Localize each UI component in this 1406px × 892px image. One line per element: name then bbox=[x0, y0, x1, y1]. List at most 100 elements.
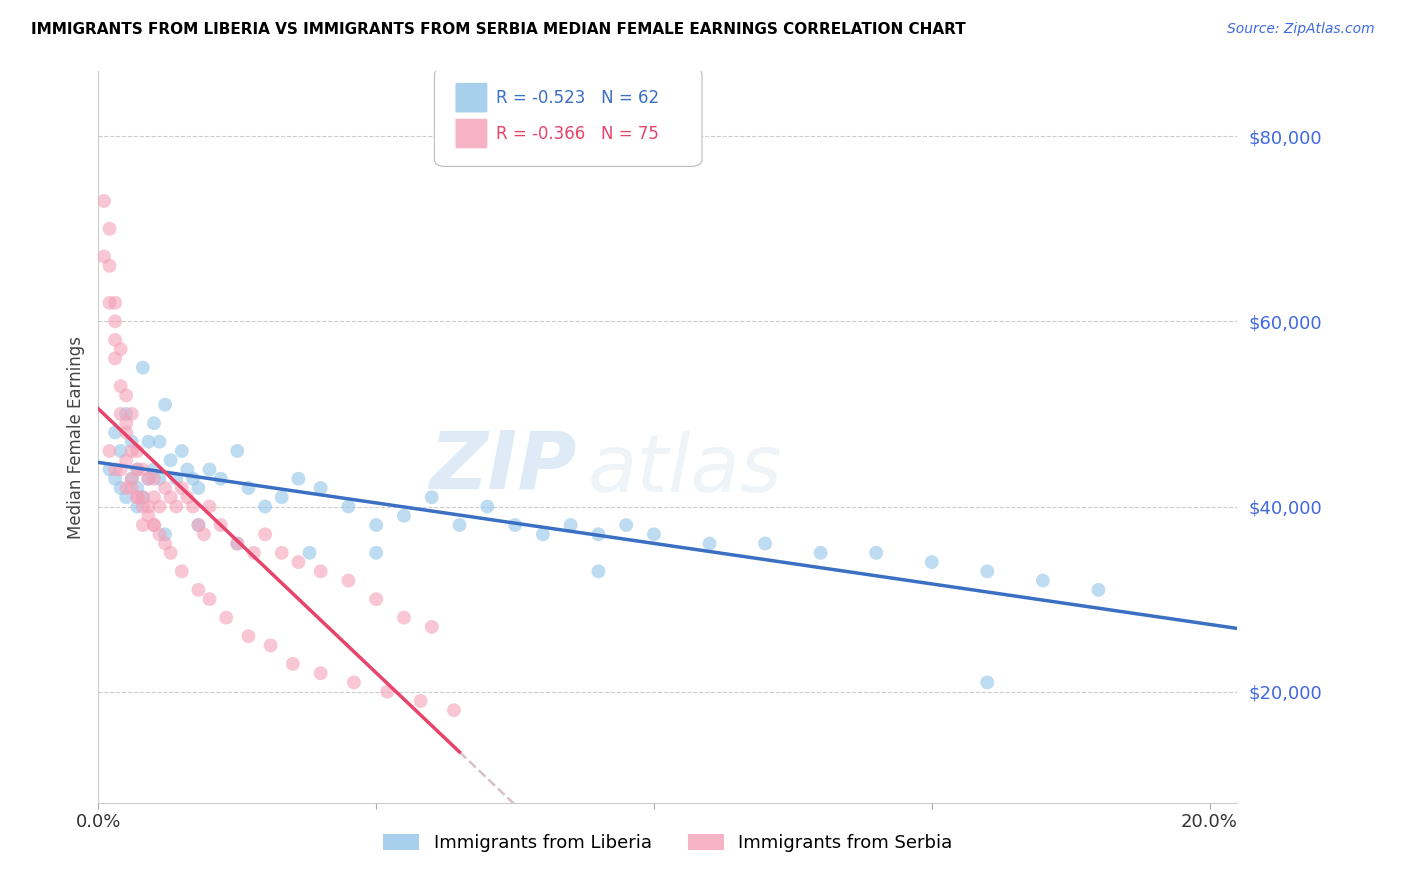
Point bbox=[366, 592, 388, 607]
Point bbox=[153, 527, 176, 541]
Point bbox=[366, 546, 388, 560]
Point bbox=[143, 490, 166, 504]
Text: R = -0.366   N = 75: R = -0.366 N = 75 bbox=[496, 125, 659, 143]
Point bbox=[98, 259, 121, 273]
Point bbox=[209, 518, 232, 533]
Point bbox=[148, 527, 170, 541]
Text: atlas: atlas bbox=[588, 431, 783, 509]
Point bbox=[132, 518, 155, 533]
Point bbox=[477, 500, 499, 514]
Point bbox=[309, 481, 332, 495]
Point bbox=[115, 453, 138, 467]
Point bbox=[176, 462, 198, 476]
Point bbox=[110, 379, 132, 393]
Point bbox=[270, 490, 292, 504]
Point bbox=[176, 490, 198, 504]
Point bbox=[98, 462, 121, 476]
Point bbox=[98, 221, 121, 235]
Point bbox=[287, 472, 309, 486]
Point bbox=[121, 481, 143, 495]
Point bbox=[375, 684, 398, 698]
Point bbox=[254, 500, 277, 514]
Point bbox=[153, 481, 176, 495]
Point bbox=[170, 444, 193, 458]
Point bbox=[198, 500, 221, 514]
Point bbox=[93, 250, 115, 264]
Point bbox=[1032, 574, 1054, 588]
Point bbox=[132, 490, 155, 504]
Point bbox=[238, 629, 260, 643]
Point bbox=[865, 546, 887, 560]
Point bbox=[215, 610, 238, 624]
Point bbox=[187, 481, 209, 495]
FancyBboxPatch shape bbox=[456, 118, 488, 149]
Point bbox=[298, 546, 321, 560]
Point bbox=[121, 472, 143, 486]
Point bbox=[104, 295, 127, 310]
Point bbox=[138, 500, 160, 514]
Point bbox=[588, 527, 610, 541]
Point bbox=[243, 546, 266, 560]
FancyBboxPatch shape bbox=[456, 82, 488, 113]
Point bbox=[187, 518, 209, 533]
Point bbox=[560, 518, 582, 533]
Point bbox=[209, 472, 232, 486]
Point bbox=[588, 565, 610, 579]
Point bbox=[93, 194, 115, 208]
Point bbox=[115, 481, 138, 495]
Point bbox=[148, 500, 170, 514]
Point bbox=[121, 407, 143, 421]
Text: R = -0.523   N = 62: R = -0.523 N = 62 bbox=[496, 88, 659, 107]
Point bbox=[115, 407, 138, 421]
Point bbox=[254, 527, 277, 541]
Point bbox=[143, 462, 166, 476]
Point bbox=[392, 610, 415, 624]
Point bbox=[443, 703, 465, 717]
Point bbox=[121, 434, 143, 449]
Point bbox=[132, 360, 155, 375]
Point bbox=[121, 444, 143, 458]
Point bbox=[810, 546, 832, 560]
Point bbox=[921, 555, 943, 569]
Point bbox=[138, 472, 160, 486]
Point bbox=[531, 527, 554, 541]
Point bbox=[337, 500, 360, 514]
Point bbox=[366, 518, 388, 533]
Point bbox=[104, 462, 127, 476]
FancyBboxPatch shape bbox=[434, 68, 702, 167]
Point bbox=[614, 518, 637, 533]
Point bbox=[153, 398, 176, 412]
Point bbox=[115, 425, 138, 440]
Point bbox=[287, 555, 309, 569]
Point bbox=[503, 518, 526, 533]
Point bbox=[121, 472, 143, 486]
Point bbox=[392, 508, 415, 523]
Point bbox=[110, 481, 132, 495]
Point bbox=[226, 444, 249, 458]
Point bbox=[110, 342, 132, 356]
Text: Source: ZipAtlas.com: Source: ZipAtlas.com bbox=[1227, 22, 1375, 37]
Point bbox=[226, 536, 249, 550]
Point bbox=[270, 546, 292, 560]
Point bbox=[127, 462, 149, 476]
Point bbox=[187, 518, 209, 533]
Point bbox=[449, 518, 471, 533]
Point bbox=[127, 462, 149, 476]
Point bbox=[110, 462, 132, 476]
Point bbox=[104, 351, 127, 366]
Point bbox=[127, 490, 149, 504]
Point bbox=[138, 472, 160, 486]
Point bbox=[238, 481, 260, 495]
Point bbox=[281, 657, 304, 671]
Point bbox=[98, 444, 121, 458]
Point bbox=[132, 462, 155, 476]
Point bbox=[159, 453, 181, 467]
Point bbox=[165, 472, 187, 486]
Point bbox=[420, 620, 443, 634]
Point bbox=[104, 333, 127, 347]
Point bbox=[110, 407, 132, 421]
Point bbox=[259, 639, 281, 653]
Point bbox=[226, 536, 249, 550]
Point bbox=[132, 490, 155, 504]
Point bbox=[104, 425, 127, 440]
